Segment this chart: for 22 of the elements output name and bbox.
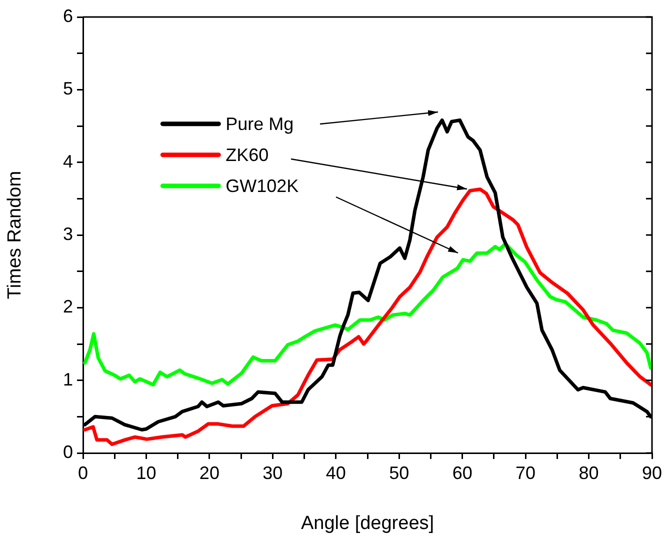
- y-tick-label: 3: [62, 224, 73, 244]
- y-tick-label: 1: [62, 369, 73, 390]
- y-tick-label: 6: [62, 6, 73, 26]
- x-tick-label: 50: [389, 462, 410, 483]
- legend-label: ZK60: [226, 144, 269, 165]
- x-axis-title: Angle [degrees]: [300, 512, 434, 534]
- x-tick-label: 70: [516, 462, 536, 483]
- x-tick-label: 80: [578, 462, 599, 483]
- legend-label: Pure Mg: [226, 114, 294, 134]
- x-tick-label: 30: [262, 462, 283, 483]
- y-tick-label: 2: [62, 296, 73, 317]
- x-tick-label: 90: [642, 462, 662, 483]
- y-tick-label: 4: [62, 151, 73, 172]
- legend-label: GW102K: [226, 176, 299, 196]
- y-tick-label: 0: [62, 442, 73, 462]
- x-tick-label: 10: [136, 462, 156, 483]
- x-tick-label: 40: [326, 462, 346, 483]
- y-tick-label: 5: [62, 78, 73, 99]
- x-tick-label: 20: [199, 462, 220, 483]
- x-tick-label: 60: [452, 462, 472, 483]
- x-tick-label: 0: [78, 462, 88, 483]
- y-axis-title: Times Random: [4, 170, 26, 300]
